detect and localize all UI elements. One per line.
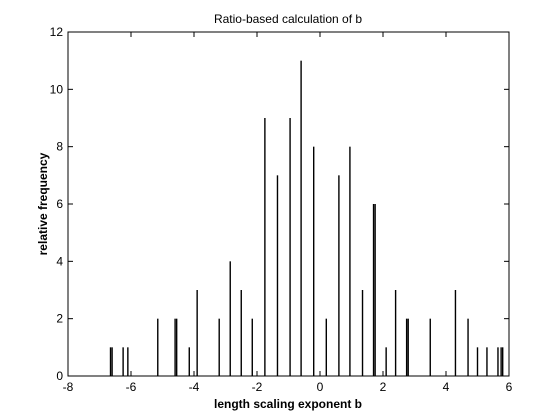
histogram-bar — [338, 175, 340, 376]
y-tick-label: 0 — [56, 369, 63, 383]
histogram-bar — [497, 347, 499, 376]
histogram-bar — [476, 347, 479, 376]
x-axis-label: length scaling exponent b — [214, 397, 362, 411]
histogram-bar — [325, 318, 327, 376]
histogram-bar — [467, 318, 469, 376]
histogram-bar — [372, 204, 375, 376]
x-tick-label: 0 — [317, 380, 324, 394]
y-axis-ticks: 0 2 4 6 8 10 12 — [50, 25, 509, 383]
x-tick-label: -4 — [189, 380, 200, 394]
histogram-bar — [109, 347, 112, 376]
y-tick-label: 2 — [56, 312, 63, 326]
histogram-bar — [229, 261, 231, 376]
histogram-bar — [349, 146, 351, 376]
y-tick-label: 4 — [56, 254, 63, 268]
histogram-bar — [289, 118, 291, 376]
histogram-bar — [486, 347, 488, 376]
histogram-bar — [454, 290, 457, 376]
x-tick-label: 6 — [506, 380, 513, 394]
histogram-bar — [157, 318, 159, 376]
y-tick-label: 12 — [50, 25, 64, 39]
histogram-bar — [502, 347, 504, 376]
histogram-bar — [374, 204, 376, 376]
chart-title: Ratio-based calculation of b — [214, 12, 362, 26]
histogram-bar — [264, 118, 266, 376]
histogram-bar — [500, 347, 502, 376]
histogram-bar — [429, 318, 431, 376]
histogram-bar — [122, 347, 124, 376]
y-tick-label: 6 — [56, 197, 63, 211]
histogram-bar — [196, 290, 198, 376]
histogram-bar — [240, 290, 242, 376]
x-tick-label: -6 — [126, 380, 137, 394]
y-tick-label: 8 — [56, 140, 63, 154]
bars-group — [109, 60, 504, 377]
histogram-bar — [218, 318, 220, 376]
x-tick-label: -8 — [63, 380, 74, 394]
histogram-bar — [394, 290, 397, 376]
histogram-bar — [188, 347, 190, 376]
histogram-bar — [407, 318, 409, 376]
histogram-bar — [175, 318, 178, 376]
histogram-bar — [313, 146, 315, 376]
histogram-bar — [276, 175, 279, 376]
y-tick-label: 10 — [50, 82, 64, 96]
x-tick-label: -2 — [252, 380, 263, 394]
histogram-bar — [111, 347, 113, 376]
histogram-bar — [405, 318, 408, 376]
histogram-bar — [251, 318, 253, 376]
histogram-bar — [385, 347, 387, 376]
x-tick-label: 2 — [380, 380, 387, 394]
histogram-bar — [300, 60, 302, 377]
plot-area — [68, 32, 509, 376]
x-tick-label: 4 — [443, 380, 450, 394]
histogram-bar — [174, 318, 176, 376]
histogram-bar — [127, 347, 129, 376]
histogram-bar — [361, 290, 364, 376]
y-axis-label: relative frequency — [36, 152, 50, 255]
x-axis-ticks: -8 -6 -4 -2 0 2 4 6 — [63, 32, 513, 394]
